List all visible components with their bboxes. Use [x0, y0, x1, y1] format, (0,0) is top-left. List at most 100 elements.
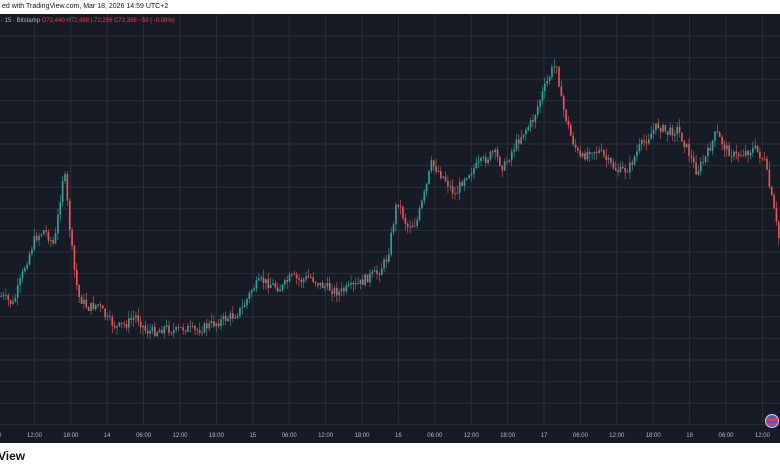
candle-body [338, 291, 341, 296]
candle-body [276, 287, 279, 292]
candle-body [626, 171, 629, 173]
candle-body [470, 173, 473, 176]
candle-body [210, 321, 213, 324]
candle-body [442, 176, 445, 178]
candle-body [234, 317, 237, 319]
candle-body [324, 286, 326, 288]
candle-body [591, 153, 593, 155]
candle-body [499, 156, 501, 166]
candle-body [562, 96, 565, 110]
candle-body [26, 264, 29, 269]
x-tick-label: 06:00 [136, 433, 152, 439]
candle-body [477, 161, 480, 163]
candle-body [118, 322, 121, 326]
candle-body [489, 151, 492, 160]
header-bar: ed with TradingView.com, Mar 18, 2026 14… [0, 0, 780, 14]
x-tick-label: 06:00 [427, 433, 443, 439]
candle-body [621, 166, 624, 169]
candle-body [742, 155, 745, 157]
candle-body [227, 318, 229, 322]
candle-body [146, 330, 149, 334]
candle-body [137, 315, 140, 322]
candle-body [740, 155, 742, 157]
chart-panel[interactable]: 00 12:00 18:00 14 06:00 12:00 18:00 15 06:00 12:0… [0, 14, 780, 443]
x-tick-label: 18:00 [63, 433, 79, 439]
candle-body [142, 325, 144, 328]
candle-body [52, 240, 55, 244]
candle-body [130, 318, 133, 320]
candlestick-chart[interactable]: 00 12:00 18:00 14 06:00 12:00 18:00 15 06:00 12:0… [0, 14, 780, 443]
candle-body [59, 202, 62, 215]
candle-body [267, 279, 270, 289]
x-tick-label: 15 [249, 433, 256, 439]
candle-body [21, 271, 24, 279]
candle-body [652, 130, 655, 134]
candle-body [484, 157, 487, 163]
candle-body [291, 273, 293, 275]
candle-body [125, 324, 128, 328]
candle-body [213, 321, 215, 327]
flag-icon[interactable] [765, 414, 779, 428]
candle-body [94, 304, 97, 310]
candle-body [650, 133, 653, 140]
candle-body [517, 139, 520, 144]
candle-body [73, 245, 76, 270]
candle-body [491, 151, 494, 153]
candle-body [16, 285, 19, 298]
x-tick-label: 12:00 [755, 433, 771, 439]
candle-body [265, 279, 267, 284]
candle-body [721, 136, 723, 145]
candle-body [149, 330, 151, 334]
candle-body [189, 326, 192, 327]
candle-body [678, 126, 681, 133]
candle-body [305, 276, 307, 280]
candle-body [385, 259, 388, 262]
candle-body [380, 268, 383, 276]
legend: · 15 · Bitstamp O72,440 H72,498 L72,296 … [1, 17, 175, 25]
candle-body [430, 160, 433, 171]
candle-body [655, 123, 657, 131]
candle-body [68, 200, 71, 230]
candle-body [508, 160, 511, 162]
candle-body [766, 158, 768, 170]
candle-body [340, 288, 343, 292]
candle-body [624, 168, 627, 172]
candle-body [170, 332, 173, 334]
candle-body [707, 147, 709, 157]
candle-body [631, 162, 634, 165]
candle-body [281, 284, 284, 290]
candle-body [692, 157, 695, 163]
candle-body [331, 290, 333, 295]
candle-body [444, 176, 447, 181]
candle-body [369, 273, 371, 283]
candle-body [345, 285, 348, 292]
candle-body [636, 151, 638, 157]
candle-body [761, 158, 764, 159]
candle-body [728, 145, 731, 156]
candle-body [737, 153, 740, 157]
candle-body [411, 225, 414, 228]
candle-body [35, 235, 38, 241]
candle-body [83, 299, 85, 304]
candle-body [165, 325, 168, 327]
x-tick-label: 12:00 [609, 433, 625, 439]
candle-body [168, 325, 170, 333]
candle-body [378, 273, 381, 276]
x-tick-label: 18:00 [209, 433, 225, 439]
candle-body [350, 282, 352, 285]
candle-body [673, 134, 676, 136]
candle-body [676, 126, 679, 135]
candle-body [328, 282, 331, 291]
x-tick-label: 18:00 [500, 433, 516, 439]
candle-body [269, 284, 272, 289]
candle-body [151, 326, 154, 331]
x-tick-label: 12:00 [27, 433, 43, 439]
candle-body [0, 296, 3, 298]
candle-body [293, 273, 296, 275]
candle-body [744, 150, 747, 156]
candles [0, 59, 780, 340]
candle-body [274, 283, 277, 288]
candle-body [123, 323, 125, 325]
candle-body [295, 274, 298, 279]
candle-body [777, 221, 780, 239]
